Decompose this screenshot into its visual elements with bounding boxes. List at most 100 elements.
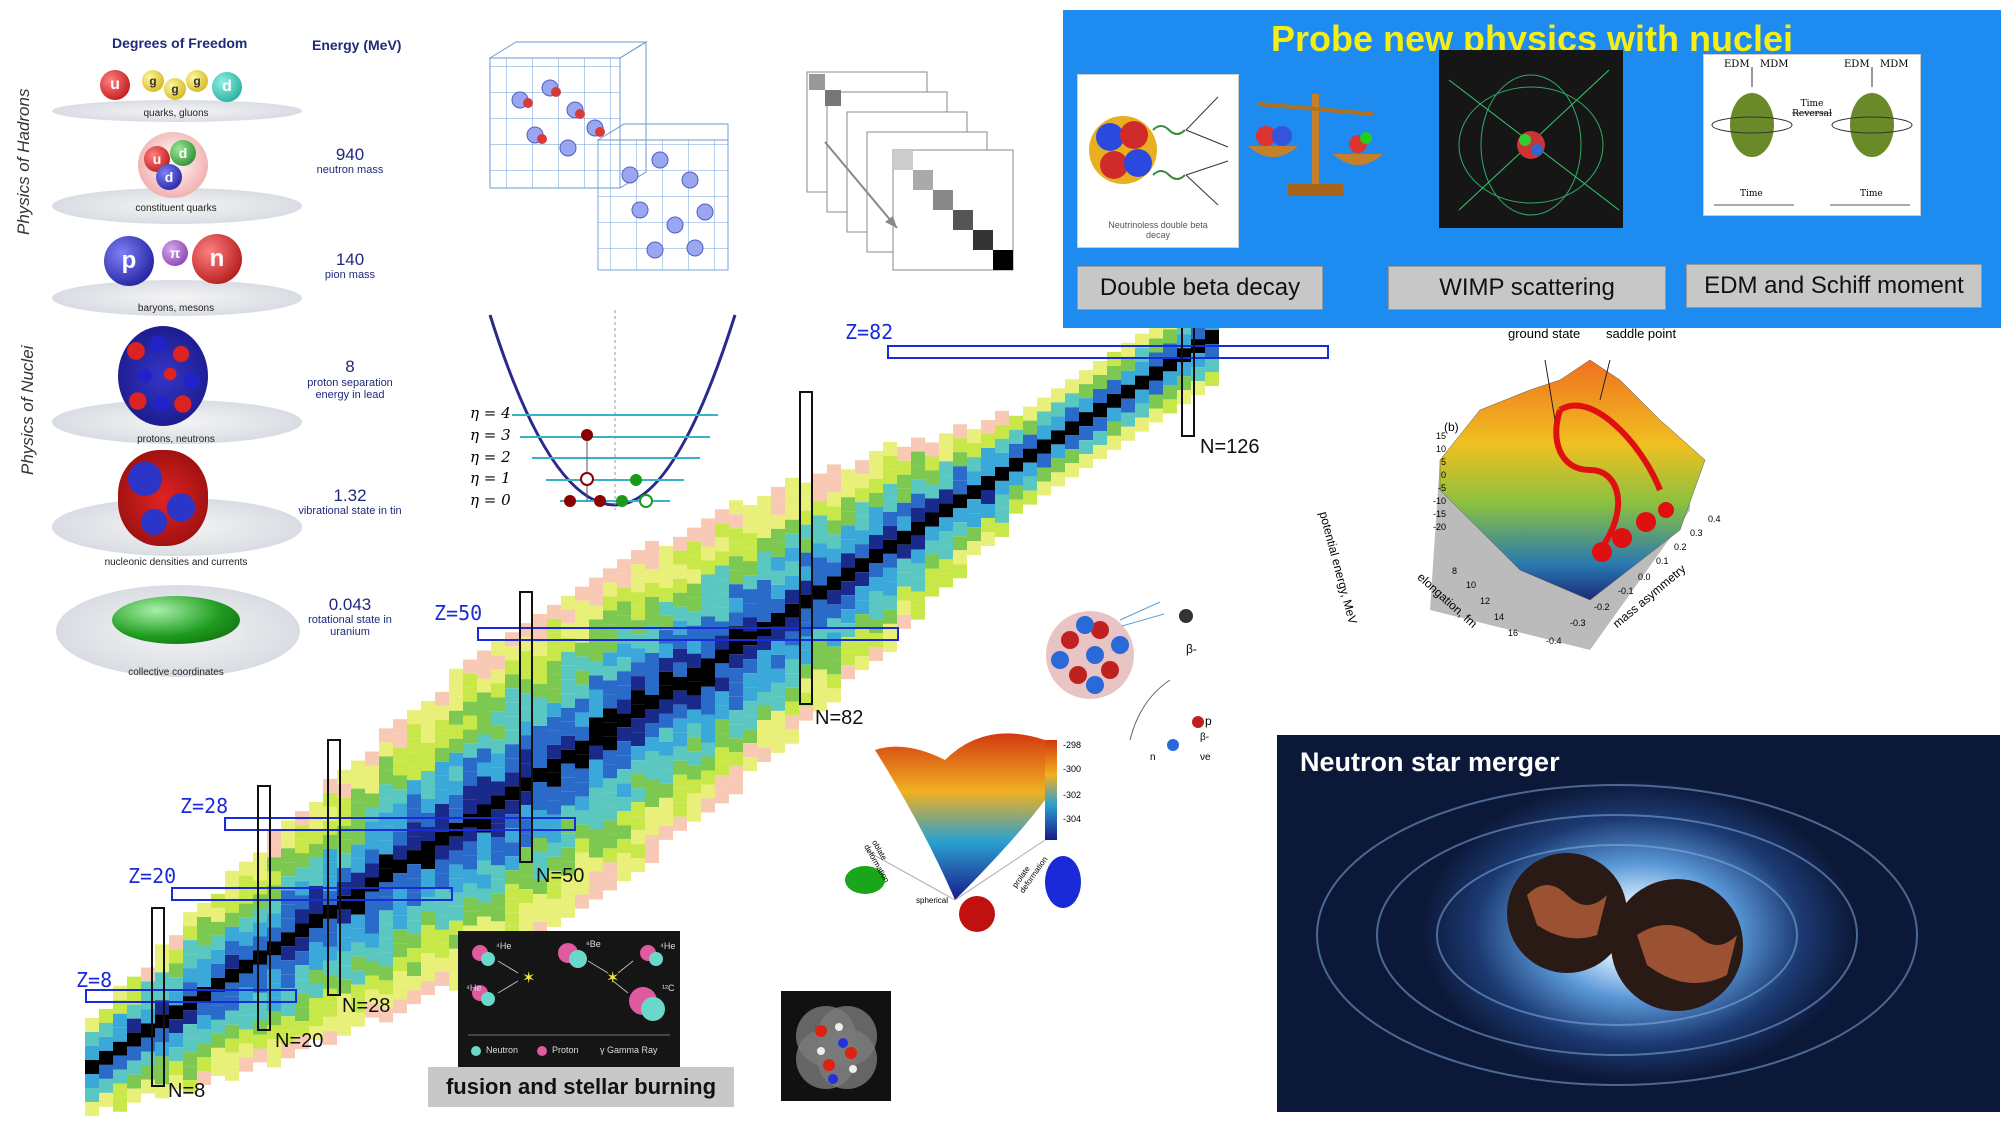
nuclide-cell: [561, 693, 575, 708]
nuclide-cell: [463, 687, 477, 702]
nuclide-cell: [757, 664, 771, 678]
nuclide-cell: [547, 772, 561, 787]
nuclide-cell: [701, 798, 715, 813]
nuclide-cell: [631, 662, 645, 677]
matrix-stack-illustration: [806, 71, 1014, 271]
nuclide-cell: [855, 642, 869, 657]
nuclide-cell: [127, 1088, 141, 1103]
nuclide-cell: [155, 1056, 169, 1071]
nuclide-cell: [407, 808, 421, 823]
nuclide-cell: [645, 849, 659, 863]
nuclide-cell: [743, 547, 757, 562]
nuclide-cell: [1051, 402, 1065, 417]
nuclide-cell: [407, 934, 421, 949]
nuclide-cell: [715, 761, 729, 776]
nuclide-cell: [253, 964, 267, 979]
nuclide-cell: [1009, 415, 1023, 430]
nuclide-cell: [393, 999, 407, 1014]
nuclide-cell: [603, 694, 617, 709]
nuclide-cell: [645, 681, 659, 695]
nuclide-cell: [1093, 403, 1107, 417]
nuclide-cell: [589, 801, 603, 816]
legend-neutron: Neutron: [486, 1045, 519, 1055]
nuclide-cell: [575, 768, 589, 783]
nuclide-cell: [743, 561, 757, 576]
nuclide-cell: [631, 802, 645, 817]
nuclide-cell: [925, 540, 939, 555]
nuclide-cell: [477, 888, 491, 903]
nuclide-cell: [771, 654, 785, 669]
nuclide-cell: [113, 1097, 127, 1112]
edm-schiff-button[interactable]: EDM and Schiff moment: [1686, 264, 1982, 308]
nuclide-cell: [365, 765, 379, 780]
nuclide-cell: [771, 724, 785, 739]
nuclide-cell: [561, 609, 575, 624]
nuclide-cell: [309, 942, 323, 956]
nuclide-cell: [757, 608, 771, 622]
nuclide-cell: [645, 835, 659, 849]
nuclide-cell: [505, 884, 519, 899]
nuclide-cell: [183, 1024, 197, 1039]
nuclide-cell: [393, 915, 407, 930]
eta-0-label: η = 0: [470, 491, 511, 509]
nuclide-cell: [127, 976, 141, 991]
nuclide-cell: [897, 488, 911, 503]
nuclide-cell: [379, 980, 393, 995]
nuclide-cell: [701, 700, 715, 715]
nuclide-cell: [771, 486, 785, 501]
nuclide-cell: [407, 752, 421, 767]
nuclide-cell: [827, 492, 841, 507]
nuclide-cell: [547, 688, 561, 703]
nuclide-cell: [967, 499, 981, 514]
nuclide-cell: [897, 572, 911, 587]
nuclide-cell: [715, 579, 729, 594]
nuclide-cell: [715, 607, 729, 622]
nuclide-cell: [757, 496, 771, 510]
nuclide-cell: [323, 946, 337, 961]
nuclide-cell: [547, 618, 561, 633]
nuclide-cell: [379, 798, 393, 813]
nuclide-cell: [659, 713, 673, 728]
nuclide-cell: [729, 780, 743, 795]
nuclide-cell: [547, 856, 561, 871]
nuclide-cell: [575, 642, 589, 657]
nuclide-cell: [743, 645, 757, 660]
nuclide-cell: [1107, 379, 1121, 394]
nuclide-cell: [113, 999, 127, 1014]
nuclide-cell: [631, 550, 645, 565]
nuclide-cell: [183, 996, 197, 1011]
nuclide-cell: [393, 971, 407, 986]
nuclide-cell: [351, 816, 365, 831]
nuclide-cell: [589, 605, 603, 620]
nuclide-cell: [281, 834, 295, 849]
nuclide-cell: [645, 807, 659, 821]
nuclide-cell: [379, 784, 393, 799]
nuclide-cell: [715, 663, 729, 678]
edm-diagram: [1711, 67, 1913, 206]
nuclide-cell: [799, 608, 813, 623]
nuclide-cell: [869, 577, 883, 591]
nuclide-cell: [603, 582, 617, 597]
nuclide-cell: [841, 651, 855, 666]
nuclide-cell: [883, 483, 897, 498]
nuclide-cell: [645, 709, 659, 723]
proton-magic-box: [224, 817, 576, 831]
energy-value: 0.043: [328, 595, 372, 614]
nuclide-cell: [519, 917, 533, 932]
nuclide-cell: [323, 1002, 337, 1017]
legend-proton: Proton: [552, 1045, 579, 1055]
nuclide-cell: [659, 811, 673, 826]
nuclide-cell: [687, 807, 701, 822]
nuclide-cell: [645, 597, 659, 611]
nuclide-cell: [113, 1055, 127, 1070]
double-beta-button[interactable]: Double beta decay: [1077, 266, 1323, 310]
nuclide-cell: [673, 704, 687, 719]
nuclide-cell: [855, 516, 869, 531]
nuclide-cell: [491, 655, 505, 670]
nuclide-cell: [463, 841, 477, 856]
wimp-scattering-button[interactable]: WIMP scattering: [1388, 266, 1666, 310]
nuclide-cell: [631, 816, 645, 831]
nuclide-cell: [435, 719, 449, 734]
nuclide-cell: [561, 595, 575, 610]
nuclide-cell: [673, 718, 687, 733]
